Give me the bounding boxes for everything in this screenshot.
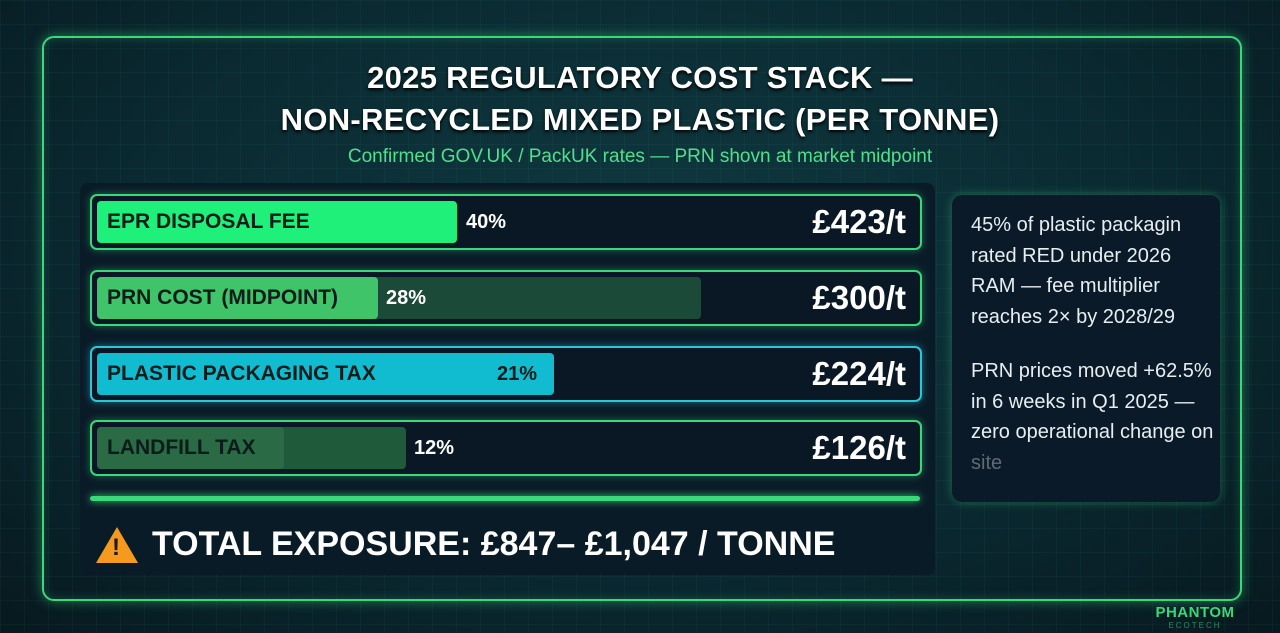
title-line-2: NON-RECYCLED MIXED PLASTIC (PER TONNE): [280, 102, 1000, 137]
total-exposure: ! TOTAL EXPOSURE: £847– £1,047 / TONNE: [96, 525, 835, 564]
bar-row-ppt: PLASTIC PACKAGING TAX 21% £224/t: [90, 346, 922, 402]
outer-frame: [42, 36, 1242, 601]
warning-triangle-icon: !: [96, 526, 138, 563]
bar-fill-landfill-inner: [97, 427, 284, 469]
bar-percent: 28%: [386, 287, 427, 309]
bar-fill-epr: [97, 201, 457, 243]
bar-label: LANDFILL TAX: [107, 436, 256, 459]
phantom-ecotech-logo: PHANTOM ECOTECH: [1155, 604, 1235, 630]
bar-value: £224/t: [812, 355, 906, 392]
insight-ram: 45% of plastic packagin rated RED under …: [971, 214, 1182, 328]
bar-value: £126/t: [812, 429, 906, 466]
bar-fill-prn: [97, 277, 378, 319]
title-line-1: 2025 REGULATORY COST STACK —: [367, 60, 913, 95]
bar-label: PRN COST (MIDPOINT): [107, 286, 338, 309]
bar-row-landfill: LANDFILL TAX 12% £126/t: [90, 420, 922, 476]
bar-fill-ppt: [97, 353, 554, 395]
insight-panel: 45% of plastic packagin rated RED under …: [952, 195, 1220, 502]
bar-value: £300/t: [812, 279, 906, 316]
insight-prn: PRN prices moved +62.5% in 6 weeks in Q1…: [971, 360, 1214, 474]
bar-row-prn: PRN COST (MIDPOINT) 28% £300/t: [90, 270, 922, 326]
bar-percent: 21%: [497, 363, 538, 385]
total-text: TOTAL EXPOSURE: £847– £1,047 / TONNE: [152, 525, 836, 563]
bar-value: £423/t: [812, 203, 906, 240]
bar-percent: 40%: [466, 211, 507, 233]
bar-label: PLASTIC PACKAGING TAX: [107, 362, 376, 385]
divider: [90, 496, 920, 501]
bar-label: EPR DISPOSAL FEE: [107, 210, 310, 233]
subtitle: Confirmed GOV.UK / PackUK rates — PRN sh…: [347, 146, 933, 167]
bar-percent: 12%: [414, 437, 455, 459]
bar-row-epr: EPR DISPOSAL FEE 40% £423/t: [90, 194, 922, 250]
